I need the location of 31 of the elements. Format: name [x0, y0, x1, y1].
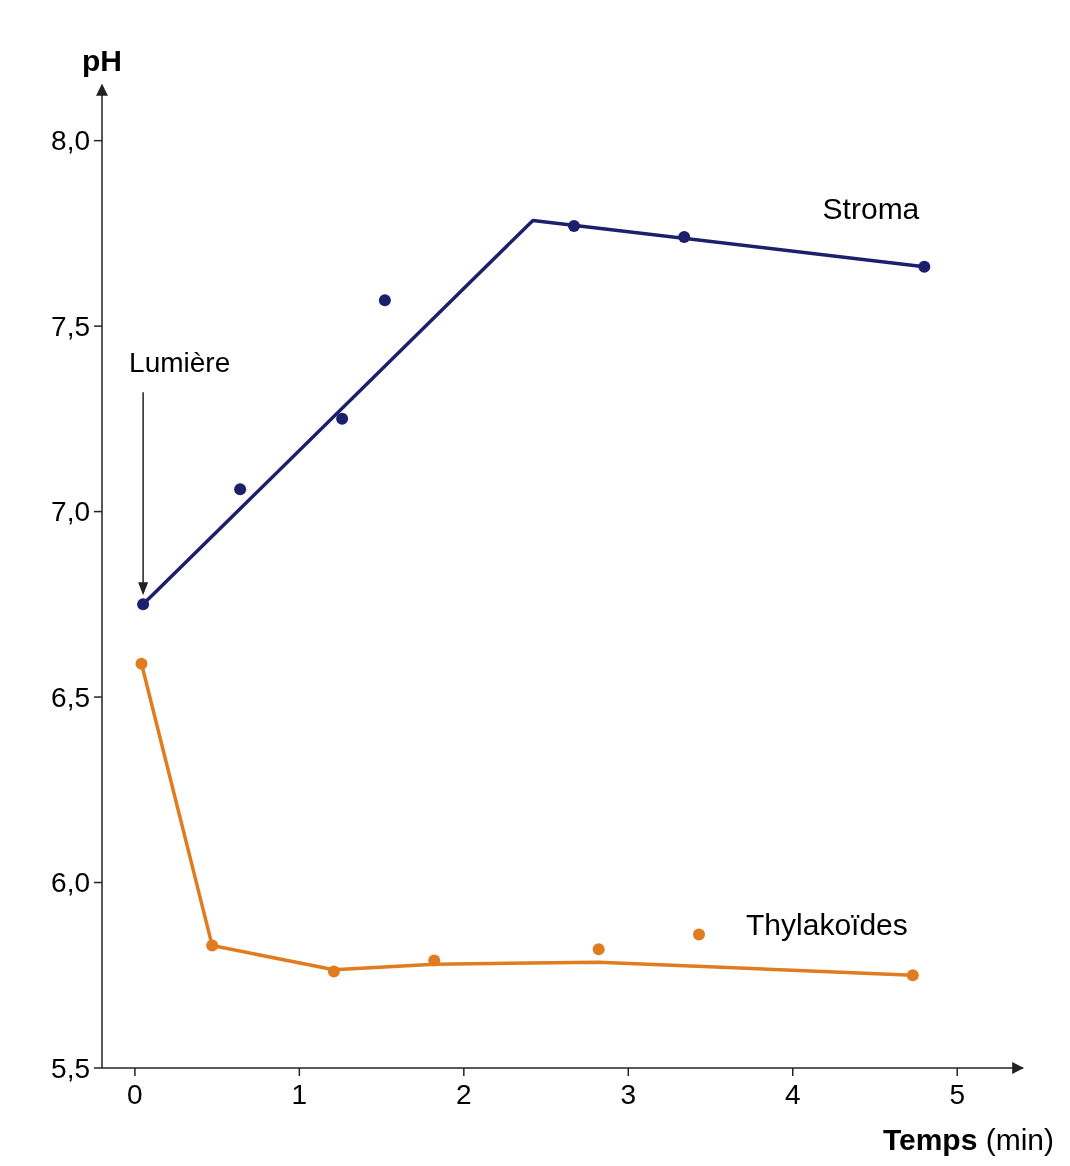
- point: [206, 939, 219, 952]
- series-label: Stroma: [822, 191, 920, 225]
- x-axis-title: Temps (min): [882, 1123, 1054, 1156]
- point: [234, 483, 247, 496]
- x-tick-label: 5: [949, 1079, 965, 1110]
- point: [592, 943, 605, 956]
- x-tick-label: 3: [620, 1079, 637, 1110]
- point: [678, 231, 691, 244]
- y-tick-label: 8,0: [51, 125, 90, 157]
- x-tick-label: 1: [291, 1079, 308, 1110]
- y-tick-label: 6,5: [51, 681, 90, 713]
- point: [906, 969, 919, 982]
- point: [135, 657, 148, 670]
- point: [693, 928, 706, 941]
- point: [327, 965, 340, 978]
- point: [918, 260, 931, 273]
- x-tick-label: 2: [456, 1079, 472, 1110]
- y-tick-label: 7,0: [51, 496, 90, 528]
- x-tick-label: 0: [127, 1079, 143, 1110]
- y-axis-title: pH: [82, 44, 122, 77]
- annotation: Lumière: [129, 347, 231, 379]
- point: [428, 954, 441, 967]
- point: [378, 294, 391, 307]
- point: [568, 219, 581, 232]
- y-tick-label: 5,5: [51, 1052, 90, 1084]
- point: [137, 598, 150, 611]
- point: [336, 412, 349, 425]
- y-tick-label: 6,0: [51, 867, 90, 899]
- series-label: Thylakoïdes: [746, 908, 908, 942]
- x-tick-label: 4: [784, 1079, 801, 1110]
- y-tick-label: 7,5: [51, 310, 90, 342]
